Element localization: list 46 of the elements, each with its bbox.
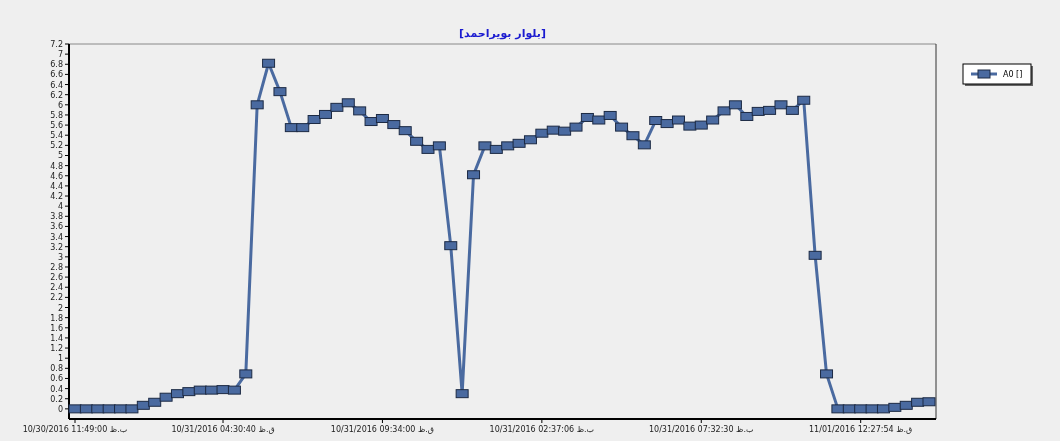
y-tick-label: 0 bbox=[57, 404, 63, 414]
y-tick-label: 4.4 bbox=[50, 181, 63, 191]
y-tick-label: 3 bbox=[57, 252, 63, 262]
y-tick-label: 4.6 bbox=[50, 171, 63, 181]
y-tick-label: 5 bbox=[57, 151, 63, 161]
y-tick-label: 3.6 bbox=[50, 222, 63, 232]
y-tick-label: 3.8 bbox=[50, 212, 63, 222]
y-tick-label: 4 bbox=[57, 202, 63, 212]
y-tick-label: 3.2 bbox=[50, 242, 63, 252]
x-tick-label: 10/31/2016 02:37:06 ب.ظ bbox=[489, 425, 595, 434]
y-tick-label: 5.4 bbox=[50, 131, 63, 141]
y-tick-label: 3.4 bbox=[50, 232, 63, 242]
y-tick-label: 5.6 bbox=[50, 121, 63, 131]
legend: A0 [] bbox=[962, 63, 1033, 86]
y-tick-label: 2 bbox=[57, 303, 63, 313]
y-tick-label: 1 bbox=[57, 354, 63, 364]
y-tick-label: 1.6 bbox=[50, 323, 63, 333]
y-tick-label: 1.4 bbox=[50, 333, 63, 343]
y-tick-label: 6.6 bbox=[50, 70, 63, 80]
y-tick-label: 2.8 bbox=[50, 262, 63, 272]
title: [بلوار بویراحمد] bbox=[459, 27, 546, 40]
legend-label: A0 [] bbox=[1003, 70, 1023, 79]
y-tick-label: 2.4 bbox=[50, 283, 63, 293]
x-tick-label: 10/31/2016 07:32:30 ب.ظ bbox=[648, 425, 754, 434]
y-tick-label: 1.8 bbox=[50, 313, 63, 323]
y-tick-label: 6.8 bbox=[50, 60, 63, 70]
y-tick-label: 6 bbox=[57, 100, 63, 110]
y-tick-label: 0.4 bbox=[50, 384, 63, 394]
y-tick-label: 0.2 bbox=[50, 394, 63, 404]
x-tick-label: 10/31/2016 04:30:40 ق.ظ bbox=[171, 425, 275, 434]
y-tick-label: 5.8 bbox=[50, 110, 63, 120]
y-tick-label: 2.6 bbox=[50, 273, 63, 283]
y-tick-label: 0.8 bbox=[50, 364, 63, 374]
y-tick-label: 5.2 bbox=[50, 141, 63, 151]
x-tick-label: 10/31/2016 09:34:00 ق.ظ bbox=[330, 425, 435, 434]
y-tick-label: 7.2 bbox=[50, 40, 63, 49]
y-tick-label: 2.2 bbox=[50, 293, 63, 303]
y-tick-label: 4.8 bbox=[50, 161, 63, 171]
x-tick-label: 10/30/2016 11:49:00 ب.ظ bbox=[22, 425, 128, 434]
y-tick-label: 6.4 bbox=[50, 80, 63, 90]
y-tick-label: 4.2 bbox=[50, 192, 63, 202]
y-tick-label: 7 bbox=[57, 50, 63, 60]
x-tick-label: 11/01/2016 12:27:54 ق.ظ bbox=[809, 425, 913, 434]
y-tick-label: 6.2 bbox=[50, 90, 63, 100]
y-tick-label: 0.6 bbox=[50, 374, 63, 384]
y-tick-label: 1.2 bbox=[50, 344, 63, 354]
